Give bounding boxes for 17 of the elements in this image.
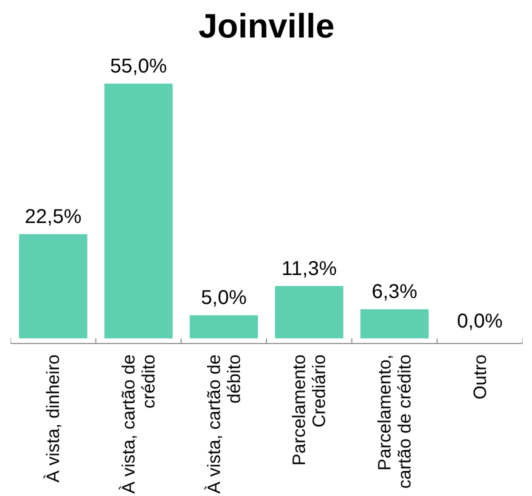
bar [275,286,344,338]
chart-title: Joinville [198,8,335,46]
data-label: 55,0% [110,56,168,78]
bar [19,234,88,338]
x-tick-label: Outro [470,354,490,400]
bar [190,315,258,338]
x-tick-label: À vista, dinheiro [43,354,64,483]
data-label: 5,0% [201,287,247,310]
x-tick-label: À vista, cartão de débito [204,354,244,494]
data-label: 0,0% [457,310,503,332]
x-tick-label: Parcelamento, cartão de crédito [374,354,414,489]
bar [360,309,429,338]
data-label: 11,3% [282,258,337,280]
data-label: 6,3% [372,281,418,304]
x-tick-label: À vista, cartão de crédito [118,354,158,494]
bar [104,84,173,338]
data-label: 22,5% [24,206,82,228]
